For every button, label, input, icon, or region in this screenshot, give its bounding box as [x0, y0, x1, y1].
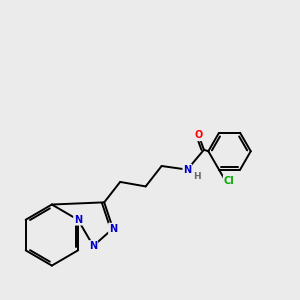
Text: N: N [89, 241, 98, 251]
Text: O: O [195, 130, 203, 140]
Text: Cl: Cl [224, 176, 234, 186]
Text: H: H [193, 172, 200, 181]
Text: N: N [74, 215, 82, 225]
Text: N: N [183, 165, 191, 175]
Text: N: N [109, 224, 117, 233]
